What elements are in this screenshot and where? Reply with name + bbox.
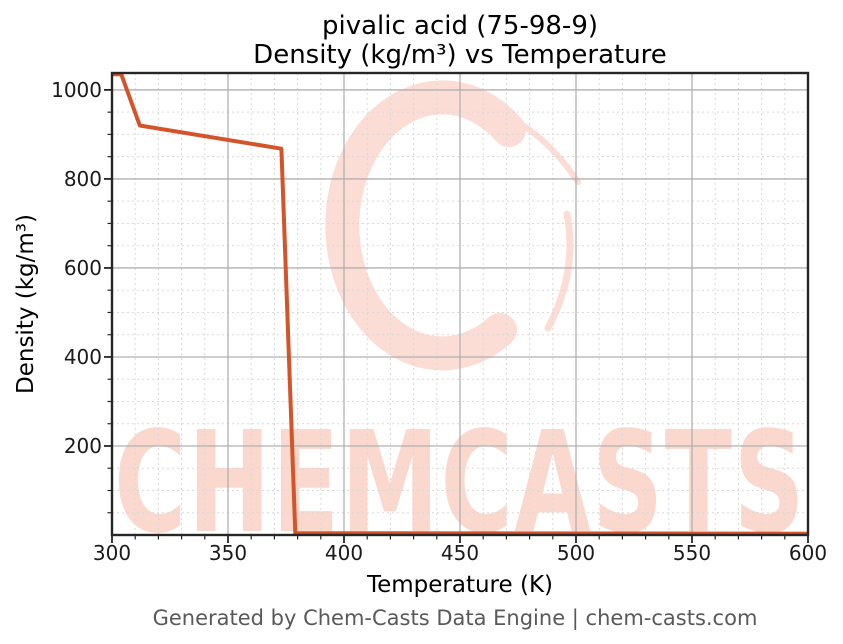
y-tick-label: 1000: [51, 78, 102, 102]
y-tick-label: 800: [64, 167, 102, 191]
x-axis-label: Temperature (K): [366, 572, 553, 598]
x-tick-label: 450: [441, 541, 479, 565]
y-tick-label: 600: [64, 256, 102, 280]
chart-title-line2: Density (kg/m³) vs Temperature: [253, 40, 667, 70]
chart-title-line1: pivalic acid (75-98-9): [322, 11, 598, 41]
x-tick-label: 300: [93, 541, 131, 565]
y-axis-label: Density (kg/m³): [13, 214, 39, 394]
y-tick-label: 400: [64, 345, 102, 369]
density-curve: [112, 72, 809, 536]
watermark: CHEMCASTS: [114, 80, 806, 565]
y-tick-label: 200: [64, 434, 102, 458]
axis-ticks: [104, 89, 809, 543]
axis-tick-labels: 300 350 400 450 500 550 600 200 400 600 800 1000: [51, 78, 827, 565]
x-tick-label: 400: [325, 541, 363, 565]
chemcasts-brush-c-logo-icon: [325, 80, 581, 371]
logo-main-stroke: [325, 80, 526, 371]
logo-top-flick-stroke: [432, 93, 581, 185]
x-tick-label: 550: [673, 541, 711, 565]
footer-text: Generated by Chem-Casts Data Engine | ch…: [153, 606, 758, 631]
logo-right-flick-stroke: [544, 210, 574, 332]
x-tick-label: 600: [789, 541, 827, 565]
x-tick-label: 500: [557, 541, 595, 565]
watermark-text: CHEMCASTS: [114, 402, 806, 565]
gridlines: [112, 73, 808, 535]
x-tick-label: 350: [209, 541, 247, 565]
